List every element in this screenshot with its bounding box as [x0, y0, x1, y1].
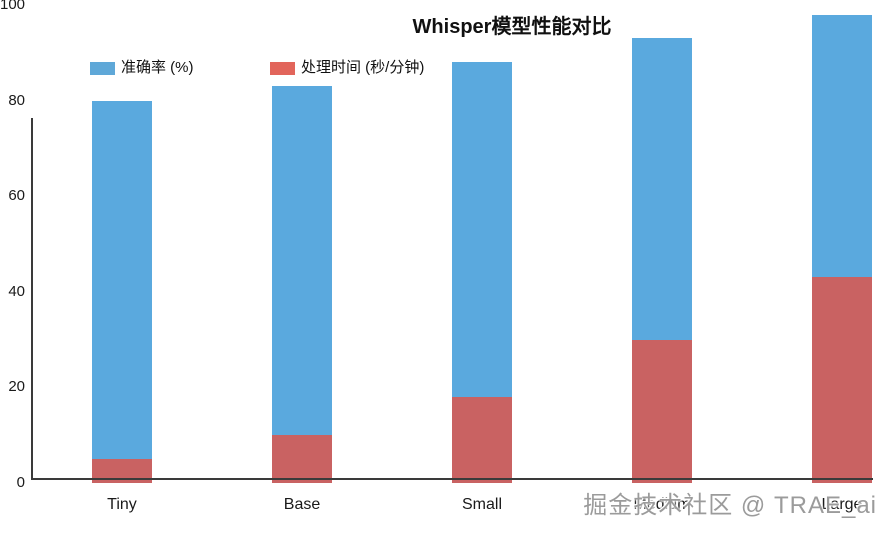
- legend-label-accuracy: 准确率 (%): [121, 59, 194, 76]
- y-tick-label-20: 20: [8, 378, 25, 396]
- x-tick-label-base: Base: [283, 496, 321, 513]
- bar-base-accuracy: [272, 86, 332, 483]
- y-tick-label-80: 80: [8, 91, 25, 109]
- legend-label-time: 处理时间 (秒/分钟): [301, 59, 425, 76]
- y-axis-line: [31, 118, 33, 480]
- x-tick-label-small: Small: [461, 496, 502, 513]
- bar-medium-time: [632, 339, 692, 483]
- legend-swatch-accuracy: [90, 61, 115, 75]
- bar-tiny-time: [92, 459, 152, 483]
- x-tick-label-tiny: Tiny: [107, 496, 137, 513]
- y-tick-label-60: 60: [8, 187, 25, 205]
- x-tick-label-large: Large: [821, 496, 863, 513]
- chart-title: Whisper模型性能对比: [412, 16, 612, 38]
- legend-item-time: 处理时间 (秒/分钟): [270, 59, 424, 77]
- bar-tiny-accuracy: [92, 100, 152, 483]
- bar-base-time: [272, 435, 332, 483]
- y-tick-label-0: 0: [16, 474, 25, 491]
- y-tick-label-40: 40: [8, 282, 25, 300]
- legend-item-accuracy: 准确率 (%): [90, 59, 194, 77]
- bar-small-time: [452, 396, 512, 483]
- x-axis-line: [31, 478, 873, 480]
- legend-swatch-time: [270, 61, 295, 75]
- bar-large-time: [812, 277, 872, 483]
- watermark: 掘金技术社区 @ TRAE_ai: [583, 492, 877, 519]
- y-tick-label-100: 100: [0, 0, 26, 13]
- x-tick-label-medium: Medium: [633, 496, 691, 513]
